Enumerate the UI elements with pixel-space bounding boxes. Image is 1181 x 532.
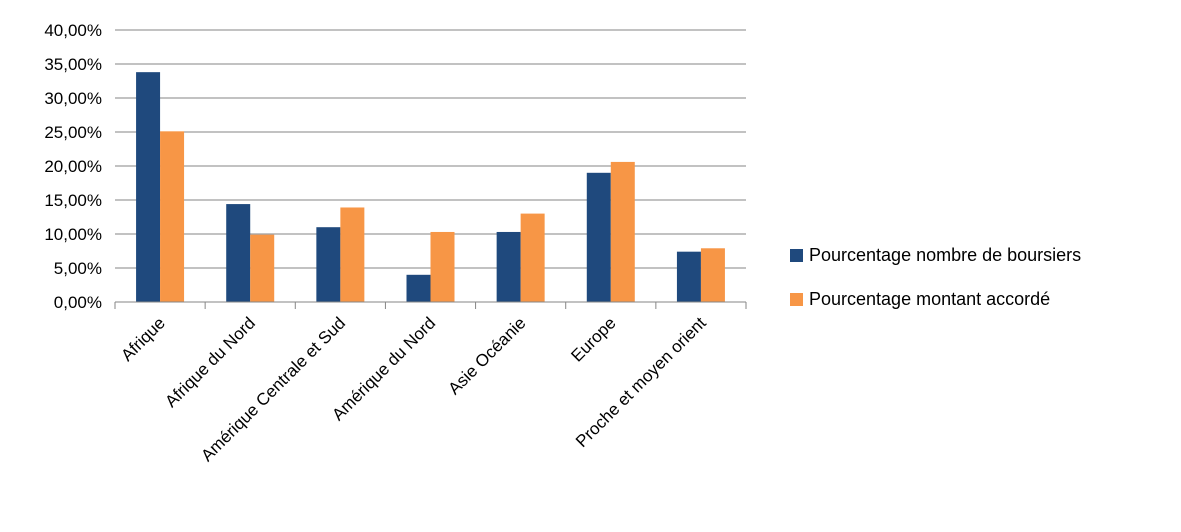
y-tick-label: 40,00% <box>44 21 102 40</box>
bar <box>430 231 455 302</box>
gridlines <box>115 29 746 269</box>
y-tick-label: 10,00% <box>44 225 102 244</box>
bar <box>676 251 701 302</box>
x-tick-label: Europe <box>567 313 619 365</box>
y-tick-label: 30,00% <box>44 89 102 108</box>
legend-swatch <box>790 249 803 262</box>
y-tick-label: 0,00% <box>54 293 102 312</box>
x-axis <box>114 301 747 309</box>
legend-label: Pourcentage montant accordé <box>809 289 1050 309</box>
bar <box>250 234 275 302</box>
legend: Pourcentage nombre de boursiers Pourcenta… <box>790 245 1081 309</box>
bar <box>160 131 185 302</box>
y-tick-label: 35,00% <box>44 55 102 74</box>
bar <box>406 274 431 302</box>
bar <box>136 72 161 302</box>
x-tick-label: Asie Océanie <box>445 313 530 398</box>
y-tick-label: 25,00% <box>44 123 102 142</box>
x-tick-label: Amérique Centrale et Sud <box>197 313 349 465</box>
y-tick-label: 20,00% <box>44 157 102 176</box>
bar <box>610 161 635 302</box>
bar <box>316 227 341 302</box>
legend-label: Pourcentage nombre de boursiers <box>809 245 1081 265</box>
bar <box>226 204 251 302</box>
y-tick-label: 5,00% <box>54 259 102 278</box>
bar <box>496 231 521 302</box>
y-axis-tick-labels: 0,00% 5,00% 10,00% 15,00% 20,00% 25,00% 30,00%… <box>44 21 102 312</box>
y-tick-label: 15,00% <box>44 191 102 210</box>
bar <box>520 213 545 302</box>
bar <box>340 207 365 302</box>
bars <box>136 72 725 302</box>
bar <box>586 172 611 302</box>
bar <box>700 248 725 302</box>
legend-swatch <box>790 293 803 306</box>
x-tick-label: Afrique <box>117 313 169 365</box>
x-tick-label: Afrique du Nord <box>161 313 259 411</box>
